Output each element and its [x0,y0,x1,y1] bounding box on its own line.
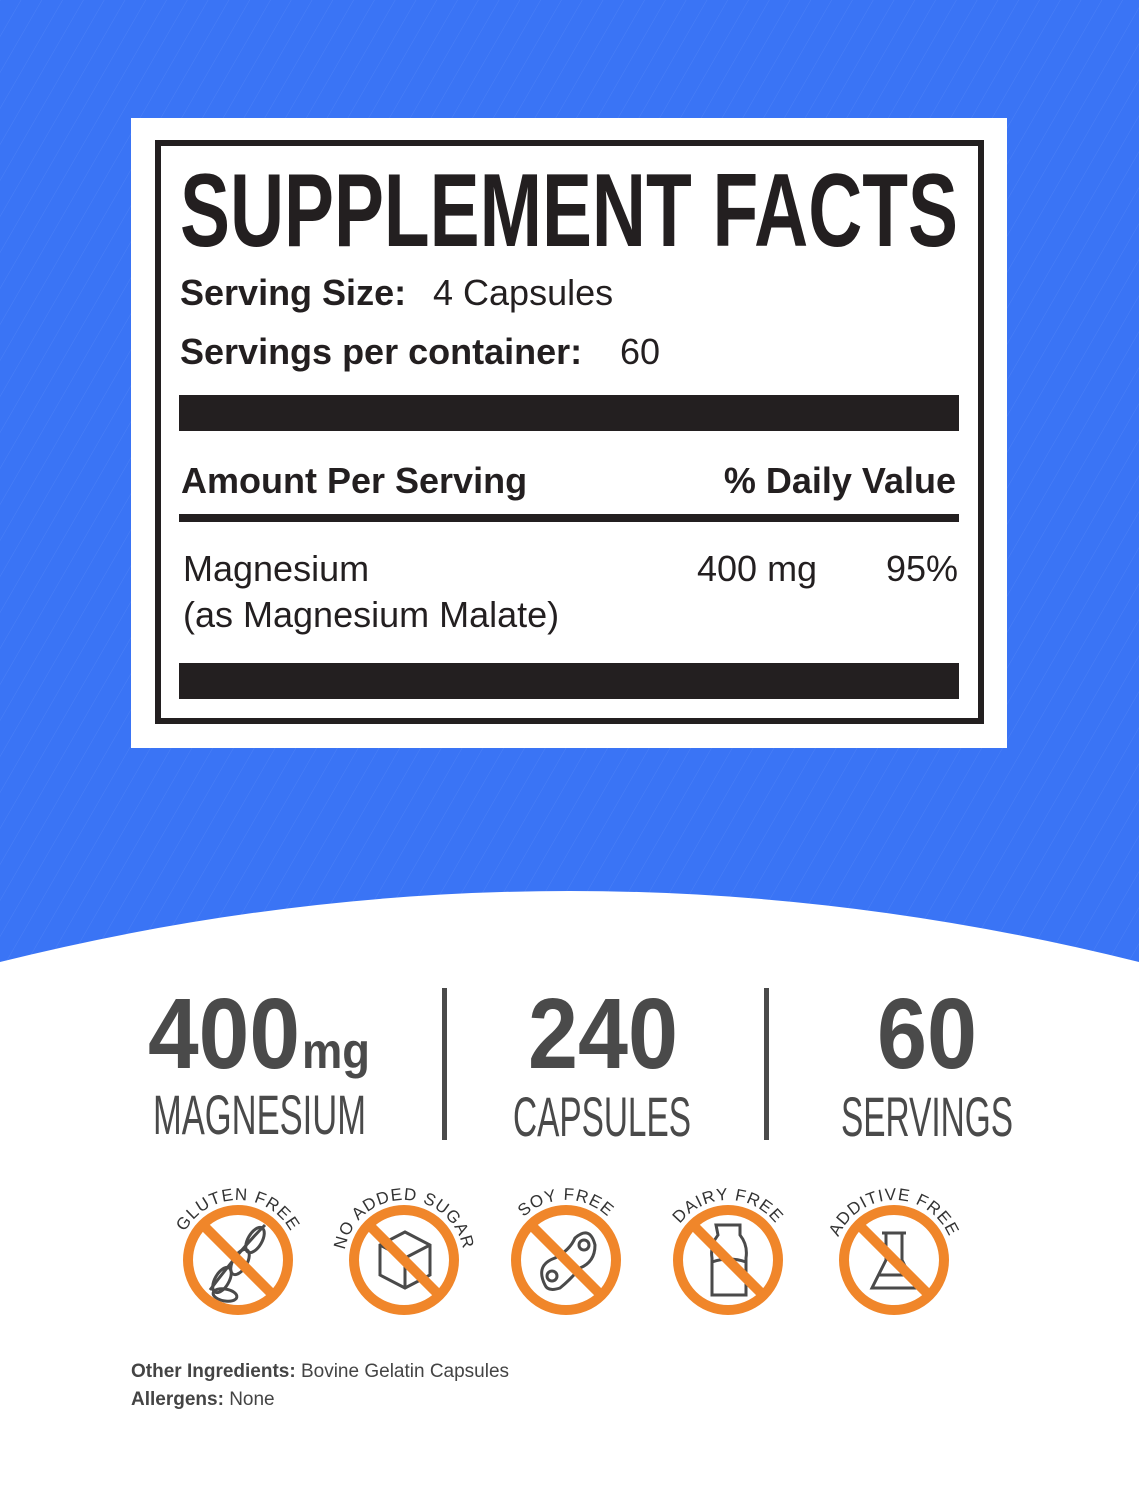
stat-value-servings: 60 [877,978,977,1090]
ingredient-form: (as Magnesium Malate) [183,594,560,635]
supplement-facts-card [131,118,1007,748]
thick-divider [179,395,959,431]
stat-label-servings: SERVINGS [841,1085,1013,1148]
ingredient-name: Magnesium [183,548,370,589]
stat-unit-magnesium: mg [302,1023,370,1079]
white-curve [0,891,1139,1500]
ingredient-amount: 400 mg [697,548,818,589]
badge-dairy-free: DAIRY FREE [669,1185,786,1315]
allergens-label: Allergens: [131,1389,224,1410]
badge-additive-free: ADDITIVE FREE [825,1185,962,1315]
stat-divider [764,988,769,1140]
other-ingredients: Other Ingredients: Bovine Gelatin Capsul… [131,1361,509,1383]
stat-value-capsules: 240 [528,978,678,1090]
badge-soy-free: SOY FREE [511,1185,621,1315]
supplement-facts-frame [155,140,984,724]
other-ingredients-value: Bovine Gelatin Capsules [300,1361,510,1382]
servings-per-container-value: 60 [620,331,661,372]
badge-gluten-free: GLUTEN FREE [172,1185,303,1315]
serving-size-value: 4 Capsules [433,272,614,313]
stat-divider [442,988,447,1140]
allergens: Allergens: None [131,1389,275,1411]
allergens-value: None [229,1389,275,1410]
stat-value-magnesium: 400 [148,978,300,1090]
amount-per-serving-header: Amount Per Serving [181,460,528,501]
stat-label-magnesium: MAGNESIUM [153,1083,366,1146]
soybean-icon [540,1231,597,1291]
badge-no-added-sugar: NO ADDED SUGAR [330,1185,478,1315]
other-ingredients-label: Other Ingredients: [131,1361,296,1382]
serving-size-label: Serving Size: [180,272,407,313]
ingredient-daily-value: 95% [885,548,958,589]
bottom-divider [179,663,959,699]
svg-text:NO ADDED SUGAR: NO ADDED SUGAR [330,1185,478,1251]
daily-value-header: % Daily Value [723,460,956,501]
stat-label-capsules: CAPSULES [513,1085,691,1148]
servings-per-container-label: Servings per container: [180,331,583,372]
header-divider [179,514,959,522]
facts-title: SUPPLEMENT FACTS [180,153,958,269]
